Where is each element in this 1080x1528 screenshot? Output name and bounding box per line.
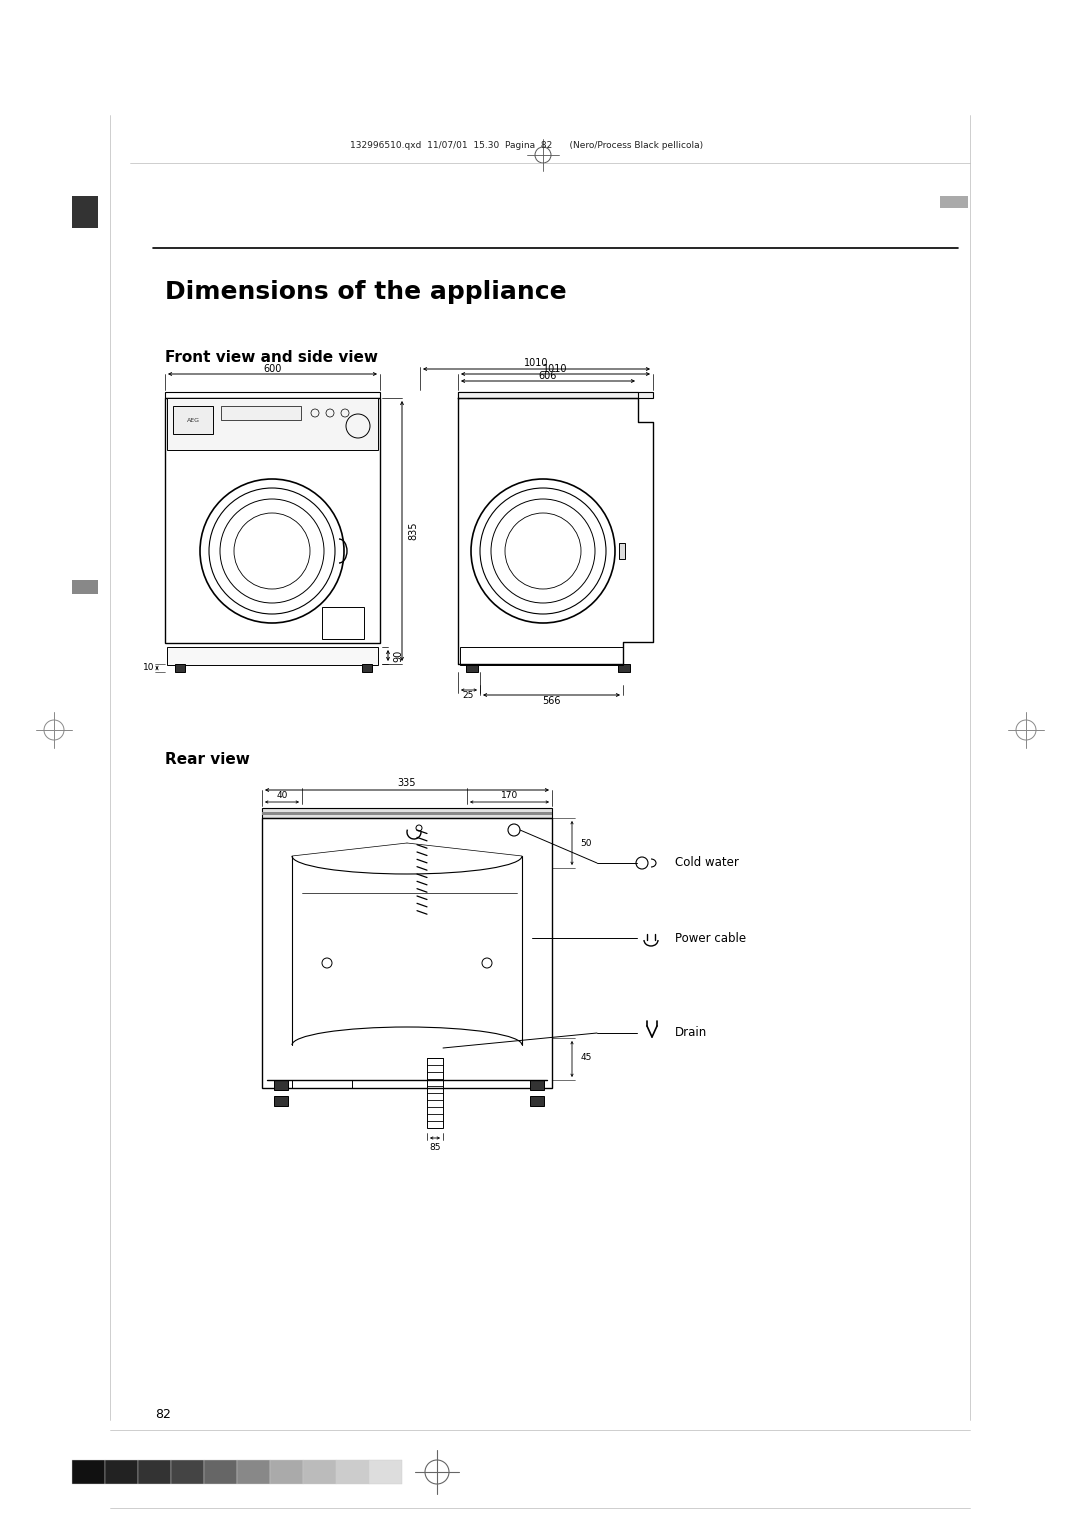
Text: 335: 335	[397, 778, 416, 788]
Text: 25: 25	[462, 691, 474, 700]
Text: Power cable: Power cable	[675, 932, 746, 944]
Text: Rear view: Rear view	[165, 752, 249, 767]
Text: 85: 85	[429, 1143, 441, 1152]
Bar	[303, 1459, 336, 1484]
Text: 45: 45	[580, 1053, 592, 1062]
Text: 82: 82	[156, 1409, 171, 1421]
Bar	[369, 1459, 402, 1484]
Bar	[138, 1459, 171, 1484]
Bar	[274, 1096, 288, 1106]
Bar	[270, 1459, 303, 1484]
Text: 600: 600	[264, 364, 282, 374]
Bar	[72, 196, 98, 228]
Bar	[262, 808, 552, 817]
Text: 606: 606	[539, 371, 557, 380]
Bar	[618, 665, 630, 672]
Bar	[940, 196, 968, 208]
Text: 40: 40	[276, 790, 287, 799]
Text: 1010: 1010	[524, 358, 549, 368]
Bar	[72, 581, 98, 594]
Bar	[173, 406, 213, 434]
Bar	[221, 406, 301, 420]
Text: 170: 170	[501, 790, 518, 799]
Bar	[322, 607, 364, 639]
Bar	[362, 665, 372, 672]
Bar	[530, 1080, 544, 1089]
Bar	[171, 1459, 204, 1484]
Text: Cold water: Cold water	[675, 857, 739, 869]
Bar	[427, 1057, 443, 1128]
Bar	[72, 1459, 105, 1484]
Bar	[167, 397, 378, 451]
Bar	[336, 1459, 369, 1484]
Text: Drain: Drain	[675, 1027, 707, 1039]
Text: AEG: AEG	[187, 417, 200, 423]
Bar	[105, 1459, 138, 1484]
Bar	[274, 1080, 288, 1089]
Bar	[167, 646, 378, 665]
Text: 132996510.qxd  11/07/01  15.30  Pagina  82      (Nero/Process Black pellicola): 132996510.qxd 11/07/01 15.30 Pagina 82 (…	[350, 141, 703, 150]
Text: 50: 50	[580, 839, 592, 848]
Bar	[262, 811, 552, 814]
Text: 1010: 1010	[543, 364, 568, 374]
Bar	[165, 393, 380, 397]
Bar	[458, 393, 638, 397]
Bar	[460, 646, 623, 665]
Bar	[465, 665, 478, 672]
Bar	[458, 393, 653, 397]
Bar	[274, 1348, 1080, 1360]
Text: 90: 90	[393, 649, 403, 662]
Bar	[530, 1348, 1080, 1360]
Text: 10: 10	[144, 663, 154, 672]
Text: 566: 566	[542, 695, 561, 706]
Bar	[237, 1459, 270, 1484]
Text: Front view and side view: Front view and side view	[165, 350, 378, 365]
Bar	[262, 817, 552, 1088]
Text: 835: 835	[408, 521, 418, 541]
Bar	[204, 1459, 237, 1484]
Text: Dimensions of the appliance: Dimensions of the appliance	[165, 280, 567, 304]
Bar	[530, 1096, 544, 1106]
Bar	[175, 665, 185, 672]
Bar	[619, 542, 625, 559]
Bar	[165, 397, 380, 643]
